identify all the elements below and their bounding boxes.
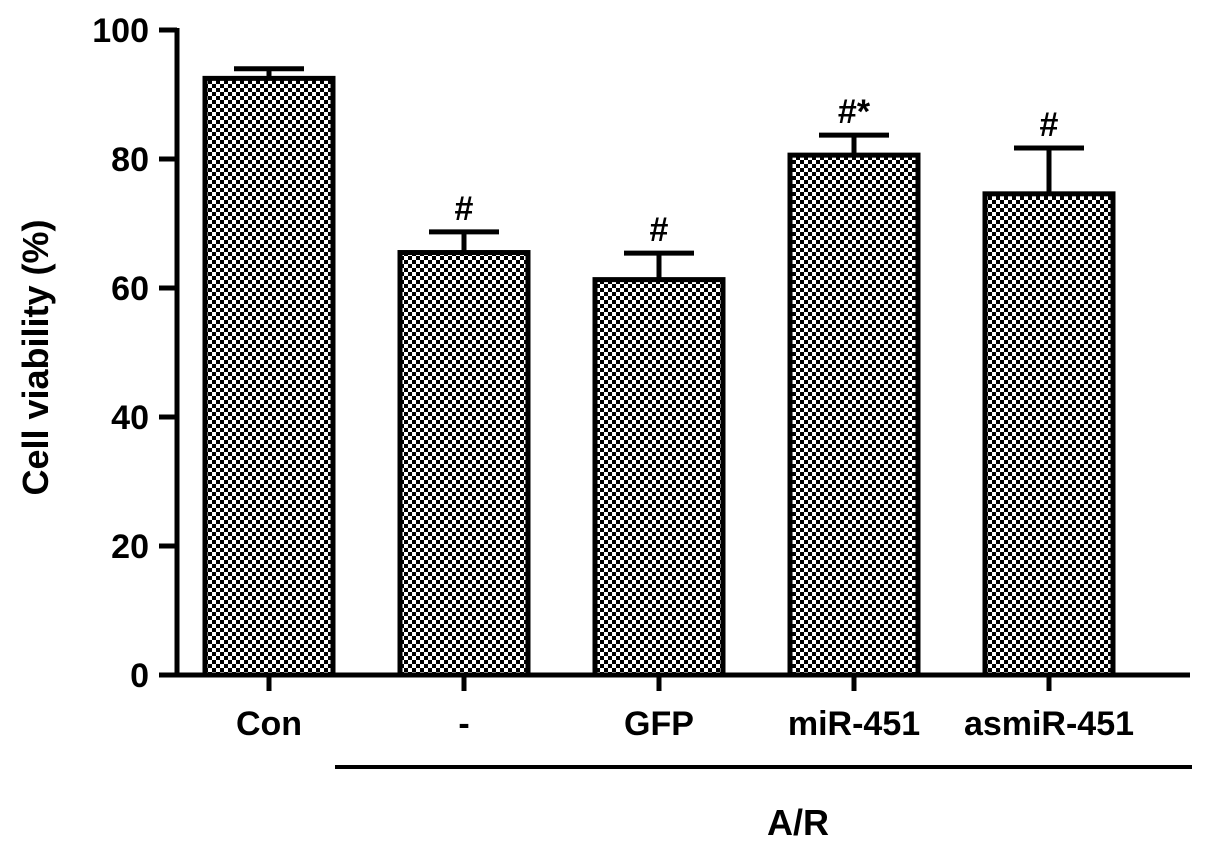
y-ticks-layer: 0 20 40 60 80 100 [92, 12, 177, 695]
x-tick-label: miR-451 [788, 705, 920, 743]
group-label: A/R [767, 802, 829, 843]
bar [397, 250, 531, 678]
y-tick-label: 100 [92, 12, 149, 50]
annotations-layer: # # #* # [455, 93, 1059, 249]
significance-marker: # [455, 190, 474, 228]
x-ticks-layer: Con - GFP miR-451 asmiR-451 [236, 675, 1134, 743]
significance-marker: #* [838, 93, 871, 131]
y-tick-label: 40 [111, 399, 149, 437]
y-axis-label: Cell viability (%) [15, 219, 56, 495]
bar [592, 277, 726, 678]
x-tick-label: GFP [624, 705, 694, 743]
y-tick-label: 0 [130, 657, 149, 695]
y-tick-label: 80 [111, 141, 149, 179]
x-tick-label: asmiR-451 [964, 705, 1134, 743]
bar [982, 191, 1116, 678]
bar [787, 152, 921, 678]
y-tick-label: 60 [111, 270, 149, 308]
significance-marker: # [650, 211, 669, 249]
bars-layer [202, 75, 1116, 678]
bar [202, 75, 336, 678]
error-bars-layer [234, 66, 1084, 280]
significance-marker: # [1040, 106, 1059, 144]
x-tick-label: Con [236, 705, 302, 743]
y-tick-label: 20 [111, 528, 149, 566]
x-tick-label: - [458, 705, 469, 743]
